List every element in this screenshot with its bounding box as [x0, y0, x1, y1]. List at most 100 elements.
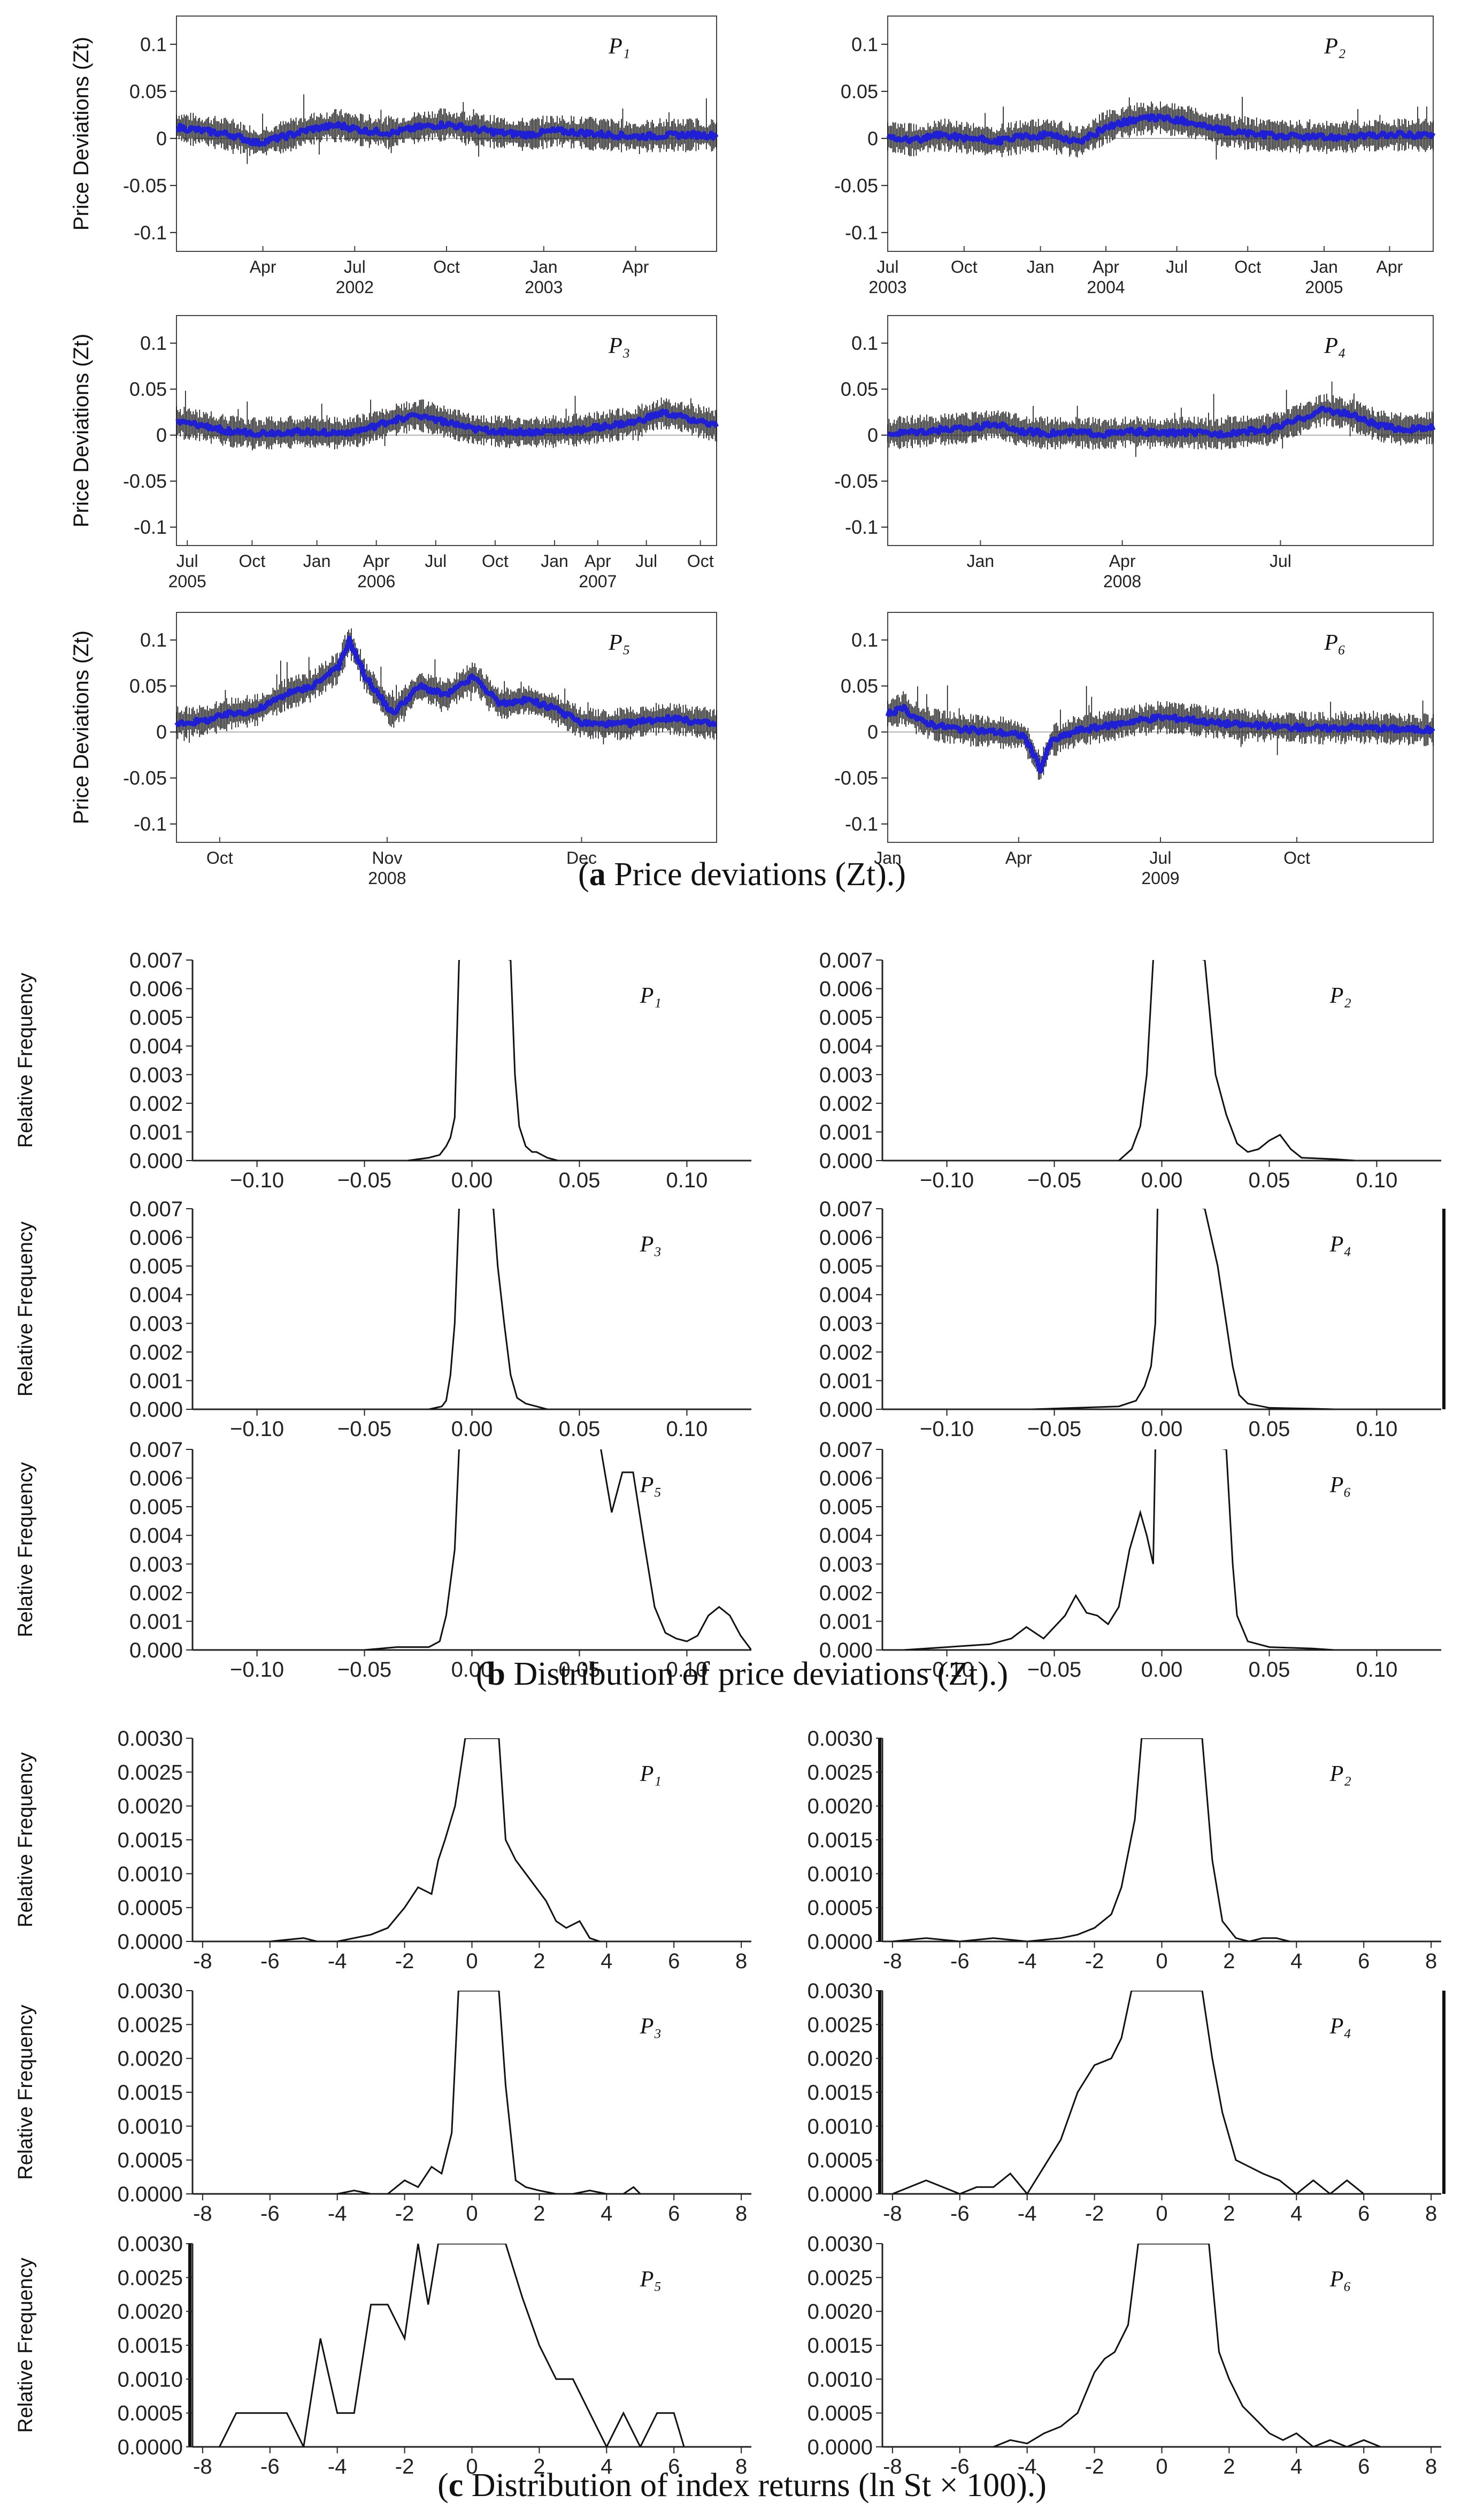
caption-b: (b Distribution of price deviations (Zt)…	[475, 1656, 1009, 1692]
y-tick-label: 0.001	[819, 1120, 873, 1144]
x-tick-label: −0.05	[337, 1658, 391, 1682]
y-tick-label: 0.0030	[118, 1727, 183, 1751]
panel-label: P₃	[608, 334, 630, 358]
chart-b2: 0.000 0.001 0.002 0.003 0.004 0.005 0.006 0.007…	[819, 949, 1441, 1192]
x-tick-label: 2	[1223, 1949, 1235, 1973]
distribution-line	[219, 2244, 685, 2447]
x-tick-label: -2	[395, 2455, 414, 2478]
x-tick-label: -6	[260, 2202, 280, 2225]
x-tick-label: -8	[193, 2455, 212, 2478]
x-tick-label: -6	[950, 2202, 970, 2225]
panel-label: P₄	[1329, 1232, 1351, 1257]
y-tick-label: 0.0005	[808, 2402, 873, 2425]
x-year-label: 2007	[579, 572, 617, 591]
x-tick-label: Jan	[1310, 257, 1338, 277]
distribution-line	[428, 1209, 548, 1409]
x-year-label: 2008	[1103, 572, 1141, 591]
caption-a: (a Price deviations (Zt).)	[578, 856, 906, 893]
x-tick-label: 6	[668, 2455, 680, 2478]
x-tick-label: 4	[1290, 1949, 1302, 1973]
y-tick-label: 0.002	[819, 1582, 873, 1605]
x-tick-label: −0.05	[1027, 1417, 1081, 1441]
y-tick-label: 0.1	[851, 629, 878, 651]
y-tick-label: 0.007	[129, 1438, 183, 1462]
panel-label: P₄	[1329, 2014, 1351, 2039]
x-tick-label: -4	[1018, 2455, 1037, 2478]
y-tick-label: 0.1	[140, 332, 167, 354]
x-tick-label: 0.00	[451, 1417, 493, 1441]
y-tick-label: -0.05	[834, 470, 878, 492]
series-line-Z_t	[175, 408, 719, 438]
x-tick-label: −0.05	[1027, 1169, 1081, 1192]
caption-c: (c Distribution of index returns (ln St …	[437, 2467, 1047, 2504]
x-year-label: 2006	[357, 572, 395, 591]
spike-lines	[176, 94, 717, 164]
x-tick-label: Jul	[1270, 551, 1291, 571]
y-tick-label: 0	[156, 424, 167, 446]
y-tick-label: 0.006	[819, 1467, 873, 1491]
y-tick-label: 0.0030	[118, 2232, 183, 2256]
x-tick-label: -4	[328, 2202, 347, 2225]
y-tick-label: 0	[867, 424, 878, 446]
x-tick-label: 2	[1223, 2455, 1235, 2478]
y-tick-label: 0.0025	[808, 2013, 873, 2037]
y-tick-label: 0.05	[841, 675, 878, 697]
x-tick-label: 0.05	[559, 1658, 601, 1682]
y-tick-label: 0.0025	[118, 2266, 183, 2290]
y-tick-label: 0.001	[129, 1120, 183, 1144]
panel-label: P₃	[640, 2014, 662, 2039]
x-tick-label: Oct	[206, 848, 233, 868]
y-tick-label: 0.0015	[118, 2334, 183, 2358]
chart-c2: 0.0000 0.0005 0.0010 0.0015 0.0020 0.0025 0.00…	[808, 1727, 1441, 1973]
x-tick-label: 0	[466, 1949, 478, 1973]
x-tick-label: 0.10	[666, 1658, 708, 1682]
x-tick-label: Jul	[1150, 848, 1172, 868]
y-axis-label: Price Deviations (Zt)	[70, 334, 93, 527]
y-axis-label: Relative Frequency	[14, 1462, 37, 1637]
y-tick-label: 0.0015	[118, 2081, 183, 2105]
y-tick-label: 0.0005	[118, 2402, 183, 2425]
x-tick-label: 4	[601, 1949, 612, 1973]
x-tick-label: 0.00	[451, 1658, 493, 1682]
x-tick-label: -4	[1018, 1949, 1037, 1973]
x-tick-label: -6	[260, 2455, 280, 2478]
y-tick-label: -0.05	[123, 470, 167, 492]
y-tick-label: 0.1	[140, 33, 167, 55]
panel-label: P₄	[1324, 334, 1345, 358]
y-tick-label: 0.006	[129, 1226, 183, 1250]
panel-label: P₁	[608, 34, 630, 59]
y-tick-label: 0.004	[129, 1524, 183, 1548]
y-tick-label: 0.005	[819, 1006, 873, 1030]
chart-b6: 0.000 0.001 0.002 0.003 0.004 0.005 0.006 0.007…	[819, 1438, 1441, 1682]
y-tick-label: -0.1	[845, 221, 878, 243]
y-axis-label: Relative Frequency	[14, 2258, 37, 2432]
y-tick-label: 0	[867, 721, 878, 743]
x-tick-label: Jul	[877, 257, 899, 277]
y-tick-label: 0.007	[819, 1438, 873, 1462]
y-tick-label: 0.1	[851, 332, 878, 354]
y-tick-label: 0.1	[851, 33, 878, 55]
distribution-line	[904, 1449, 1334, 1650]
y-tick-label: 0.005	[819, 1255, 873, 1278]
x-tick-label: 8	[1425, 1949, 1437, 1973]
y-tick-label: 0.05	[841, 80, 878, 102]
x-tick-label: -8	[193, 2202, 212, 2225]
y-tick-label: 0.0020	[808, 2300, 873, 2324]
y-tick-label: 0.003	[819, 1312, 873, 1335]
y-tick-label: 0.005	[129, 1255, 183, 1278]
y-tick-label: 0.0020	[118, 1795, 183, 1818]
y-tick-label: 0.000	[819, 1398, 873, 1422]
x-tick-label: −0.10	[230, 1417, 284, 1441]
x-tick-label: -2	[1085, 2455, 1104, 2478]
x-tick-label: 4	[1290, 2202, 1302, 2225]
x-tick-label: 0.10	[666, 1417, 708, 1441]
y-tick-label: 0.001	[819, 1369, 873, 1393]
x-tick-label: 0	[1156, 1949, 1167, 1973]
y-tick-label: -0.1	[845, 813, 878, 835]
y-tick-label: 0.0015	[118, 1829, 183, 1852]
x-year-label: 2008	[368, 869, 406, 888]
